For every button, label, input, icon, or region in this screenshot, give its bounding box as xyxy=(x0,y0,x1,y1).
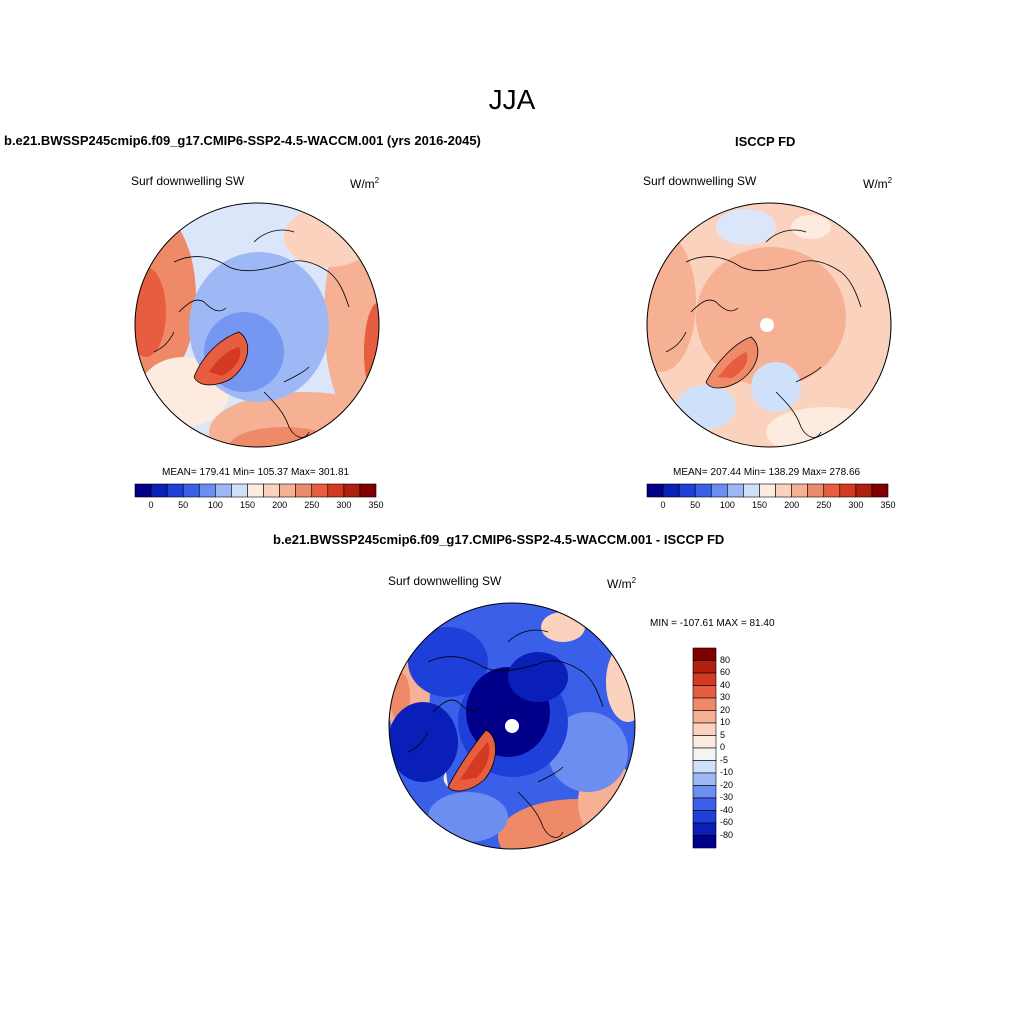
diff-colorbar-box xyxy=(692,772,717,786)
diff-panel-title: b.e21.BWSSP245cmip6.f09_g17.CMIP6-SSP2-4… xyxy=(273,532,725,547)
model-colorbar-box xyxy=(279,483,296,498)
obs-colorbar-box xyxy=(710,483,728,498)
model-colorbar-box xyxy=(198,483,216,498)
obs-colorbar-box xyxy=(807,483,825,498)
diff-colorbar-box xyxy=(692,747,717,761)
model-stats: MEAN= 179.41 Min= 105.37 Max= 301.81 xyxy=(162,467,350,478)
diff-colorbar-tick-label: 0 xyxy=(720,742,726,752)
obs-colorbar-box xyxy=(646,483,664,498)
model-colorbar-tick-label: 50 xyxy=(178,500,189,510)
model-panel-title: b.e21.BWSSP245cmip6.f09_g17.CMIP6-SSP2-4… xyxy=(4,133,481,148)
obs-variable-label: Surf downwelling SW xyxy=(643,174,757,188)
obs-colorbar-box xyxy=(775,483,792,498)
model-colorbar xyxy=(134,483,377,498)
model-colorbar-box xyxy=(231,483,248,498)
diff-stats: MIN = -107.61 MAX = 81.40 xyxy=(650,618,775,629)
obs-colorbar-box xyxy=(839,483,857,498)
diff-colorbar-box xyxy=(692,822,717,836)
model-polar-map xyxy=(134,202,380,448)
diff-colorbar-box xyxy=(692,735,717,749)
obs-panel-title: ISCCP FD xyxy=(735,134,796,149)
obs-colorbar-tick-label: 100 xyxy=(719,500,735,510)
diff-colorbar-tick-label: 5 xyxy=(720,729,726,740)
obs-colorbar-tick-label: 50 xyxy=(690,500,701,510)
diff-colorbar-tick-label: 80 xyxy=(720,654,731,665)
model-colorbar-tick-label: 150 xyxy=(239,500,255,510)
obs-units-label: W/m2 xyxy=(863,176,893,191)
model-colorbar-box xyxy=(166,483,184,498)
obs-colorbar xyxy=(646,483,889,498)
diff-colorbar-box xyxy=(692,760,717,774)
model-colorbar-tick-label: 250 xyxy=(304,500,320,510)
obs-colorbar-tick-label: 0 xyxy=(660,500,666,510)
obs-colorbar-box xyxy=(823,483,841,498)
obs-colorbar-box xyxy=(759,483,776,498)
obs-colorbar-box xyxy=(727,483,744,498)
model-units-label: W/m2 xyxy=(350,176,380,191)
diff-colorbar-tick-label: 10 xyxy=(720,717,731,727)
diff-colorbar-box xyxy=(692,685,717,699)
diff-colorbar-box xyxy=(692,660,717,674)
diff-colorbar-tick-label: -40 xyxy=(720,804,734,815)
diff-colorbar-tick-label: -5 xyxy=(720,754,729,765)
model-colorbar-box xyxy=(215,483,232,498)
diff-colorbar-tick-label: 20 xyxy=(720,704,731,715)
model-colorbar-box xyxy=(182,483,200,498)
diff-colorbar-box xyxy=(692,697,717,711)
diff-colorbar-tick-label: 40 xyxy=(720,679,731,690)
obs-colorbar-box xyxy=(855,483,873,498)
diff-colorbar-box xyxy=(692,835,717,849)
model-colorbar-box xyxy=(359,483,377,498)
diff-colorbar-tick-label: -60 xyxy=(720,817,734,827)
obs-stats: MEAN= 207.44 Min= 138.29 Max= 278.66 xyxy=(673,467,861,478)
diff-colorbar-tick-label: 60 xyxy=(720,667,731,677)
diff-colorbar-tick-label: -10 xyxy=(720,767,734,777)
diff-colorbar xyxy=(692,647,717,849)
diff-colorbar-tick-label: -80 xyxy=(720,829,734,840)
obs-colorbar-box xyxy=(694,483,712,498)
model-colorbar-box xyxy=(247,483,264,498)
diff-polar-map xyxy=(388,602,636,850)
model-colorbar-box xyxy=(263,483,280,498)
diff-colorbar-box xyxy=(692,797,717,811)
model-colorbar-tick-label: 100 xyxy=(207,500,223,510)
obs-colorbar-box xyxy=(871,483,889,498)
obs-colorbar-box xyxy=(678,483,696,498)
diff-colorbar-tick-label: -20 xyxy=(720,779,734,790)
diff-units-label: W/m2 xyxy=(607,576,637,591)
obs-colorbar-tick-label: 150 xyxy=(751,500,767,510)
obs-colorbar-tick-label: 250 xyxy=(816,500,832,510)
diff-colorbar-box xyxy=(692,810,717,824)
obs-colorbar-tick-label: 300 xyxy=(848,500,864,510)
model-colorbar-box xyxy=(343,483,361,498)
diff-colorbar-box xyxy=(692,722,717,736)
model-colorbar-box xyxy=(311,483,329,498)
model-colorbar-box xyxy=(295,483,313,498)
main-title: JJA xyxy=(488,84,536,115)
obs-polar-map xyxy=(646,202,892,448)
obs-colorbar-box xyxy=(791,483,808,498)
diff-colorbar-box xyxy=(692,647,717,661)
diff-colorbar-tick-label: 30 xyxy=(720,692,731,702)
model-colorbar-tick-label: 300 xyxy=(336,500,352,510)
model-colorbar-box xyxy=(134,483,152,498)
model-colorbar-tick-label: 0 xyxy=(148,500,154,510)
obs-colorbar-box xyxy=(743,483,760,498)
obs-colorbar-box xyxy=(662,483,680,498)
diff-colorbar-box xyxy=(692,672,717,686)
diff-variable-label: Surf downwelling SW xyxy=(388,574,502,588)
model-colorbar-box xyxy=(150,483,168,498)
diff-colorbar-box xyxy=(692,710,717,724)
diff-colorbar-box xyxy=(692,785,717,799)
model-colorbar-tick-label: 200 xyxy=(272,500,288,510)
obs-colorbar-tick-label: 350 xyxy=(880,500,896,510)
obs-colorbar-tick-label: 200 xyxy=(784,500,800,510)
model-variable-label: Surf downwelling SW xyxy=(131,174,245,188)
model-colorbar-box xyxy=(327,483,345,498)
diff-colorbar-tick-label: -30 xyxy=(720,792,734,802)
model-colorbar-tick-label: 350 xyxy=(368,500,384,510)
